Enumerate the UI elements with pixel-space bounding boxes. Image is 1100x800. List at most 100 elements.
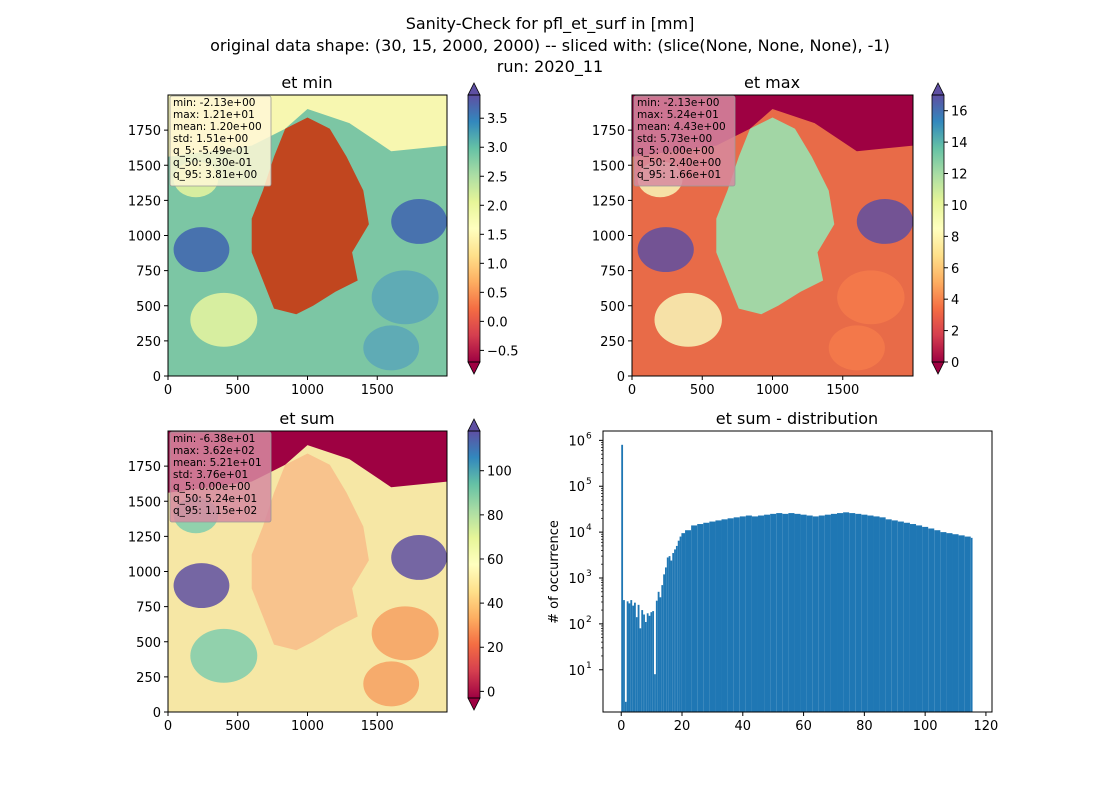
y-tick-label: 750 <box>136 601 161 616</box>
y-tick-label: 750 <box>136 265 161 280</box>
stats-line: min: -2.13e+00 <box>173 97 255 109</box>
y-tick-label: 250 <box>600 335 625 350</box>
histogram-bar <box>643 614 645 712</box>
colorbar-gradient <box>468 95 480 362</box>
histogram-bar <box>663 574 665 712</box>
histogram-bar <box>891 520 898 712</box>
heatmap-region <box>837 270 905 325</box>
colorbar-tick-label: 16 <box>951 105 968 120</box>
colorbar-tick-label: 20 <box>487 641 504 656</box>
heatmap-region <box>190 628 258 683</box>
histogram-bar <box>703 522 710 712</box>
histogram-bar <box>628 603 631 712</box>
x-tick-label: 0 <box>628 383 636 398</box>
histogram-bar <box>626 601 629 712</box>
x-tick-label: 1500 <box>361 719 394 734</box>
heatmap-region-germany <box>251 117 369 315</box>
histogram-bar <box>916 525 923 712</box>
colorbar-extend-min <box>467 361 481 375</box>
y-tick-label-exponent: 5 <box>586 477 592 487</box>
colorbar-tick-label: 6 <box>951 262 959 277</box>
panel-title: et min <box>281 73 332 92</box>
figure-title-line-3: run: 2020_11 <box>497 57 603 77</box>
y-tick-label: 1750 <box>128 124 161 139</box>
histogram-bar <box>885 519 892 712</box>
histogram-bar <box>637 604 640 712</box>
y-tick-label: 10 <box>568 618 585 633</box>
histogram-bar <box>652 611 655 712</box>
histogram-bar <box>675 545 678 712</box>
histogram-bar <box>715 520 722 712</box>
stats-line: q_5: 0.00e+00 <box>637 145 714 157</box>
y-tick-label: 250 <box>136 671 161 686</box>
histogram-bar <box>646 613 649 712</box>
stats-line: max: 1.21e+01 <box>173 109 255 121</box>
y-tick-label: 1000 <box>128 566 161 581</box>
heatmap-region <box>391 534 447 580</box>
axes-frame <box>602 430 993 713</box>
histogram-bar <box>757 515 765 712</box>
histogram-bar <box>764 514 771 712</box>
figure-title-line-1: Sanity-Check for pfl_et_surf in [mm] <box>406 14 695 34</box>
histogram-bar <box>964 536 971 712</box>
stats-line: q_95: 1.66e+01 <box>637 169 721 181</box>
histogram-bar <box>909 524 917 712</box>
panel-title: et sum <box>279 409 334 428</box>
panel-title: et max <box>744 73 800 92</box>
colorbar-frame <box>467 94 481 363</box>
colorbar-tick-label: 0.5 <box>487 286 508 301</box>
panel-et-sum-distribution: et sum - distribution # of occurrence 0 2… <box>547 409 998 734</box>
colorbar: 0 20 40 60 80 100 <box>467 418 512 711</box>
stats-line: q_50: 9.30e-01 <box>173 157 252 169</box>
histogram-bar <box>672 553 675 712</box>
x-tick-label: 0 <box>164 383 172 398</box>
x-tick-label: 60 <box>795 719 812 734</box>
stats-line: min: -2.13e+00 <box>637 97 719 109</box>
histogram-bar <box>812 516 819 712</box>
x-tick-label: 40 <box>735 719 752 734</box>
colorbar-tick-label: 2.5 <box>487 170 508 185</box>
heatmap-region-germany <box>251 453 369 651</box>
histogram-bar <box>903 522 910 712</box>
x-tick-label: 1000 <box>291 383 324 398</box>
heatmap-region <box>391 198 447 244</box>
histogram-bar <box>800 514 807 712</box>
y-tick-label-exponent: 2 <box>586 615 592 625</box>
y-tick-label: 1500 <box>128 159 161 174</box>
histogram-bar <box>970 537 973 712</box>
y-tick-label: 10 <box>568 664 585 679</box>
histogram-bar <box>946 533 953 712</box>
colorbar-tick-label: 80 <box>487 509 504 524</box>
histogram-bar <box>697 524 704 712</box>
y-tick-label: 1250 <box>128 194 161 209</box>
y-tick-label-exponent: 6 <box>586 431 592 441</box>
x-tick-label: 500 <box>225 383 250 398</box>
stats-line: mean: 1.20e+00 <box>173 121 262 133</box>
stats-line: q_5: 0.00e+00 <box>173 481 250 493</box>
stats-line: mean: 5.21e+01 <box>173 457 262 469</box>
histogram-bar <box>776 513 783 712</box>
colorbar-frame <box>467 430 481 699</box>
histogram-bar <box>668 556 671 712</box>
y-tick-label: 500 <box>600 300 625 315</box>
stats-line: std: 3.76e+01 <box>173 469 248 481</box>
histogram-bar <box>623 600 625 712</box>
histogram-bar <box>897 521 904 712</box>
heatmap-region <box>654 292 722 347</box>
heatmap-region <box>363 661 420 707</box>
heatmap-region <box>371 270 439 325</box>
y-tick-label: 1500 <box>592 159 625 174</box>
colorbar-tick-label: 60 <box>487 553 504 568</box>
histogram-bar <box>922 526 929 712</box>
panel-title: et sum - distribution <box>716 409 878 428</box>
y-tick-label: 1250 <box>128 530 161 545</box>
stats-line: q_95: 3.81e+00 <box>173 169 257 181</box>
histogram-bar <box>940 532 947 712</box>
histogram-bar <box>630 600 633 712</box>
histogram-bar <box>635 617 638 712</box>
stats-box-background <box>633 95 736 187</box>
histogram-bar <box>709 521 716 712</box>
colorbar-frame <box>931 94 945 363</box>
